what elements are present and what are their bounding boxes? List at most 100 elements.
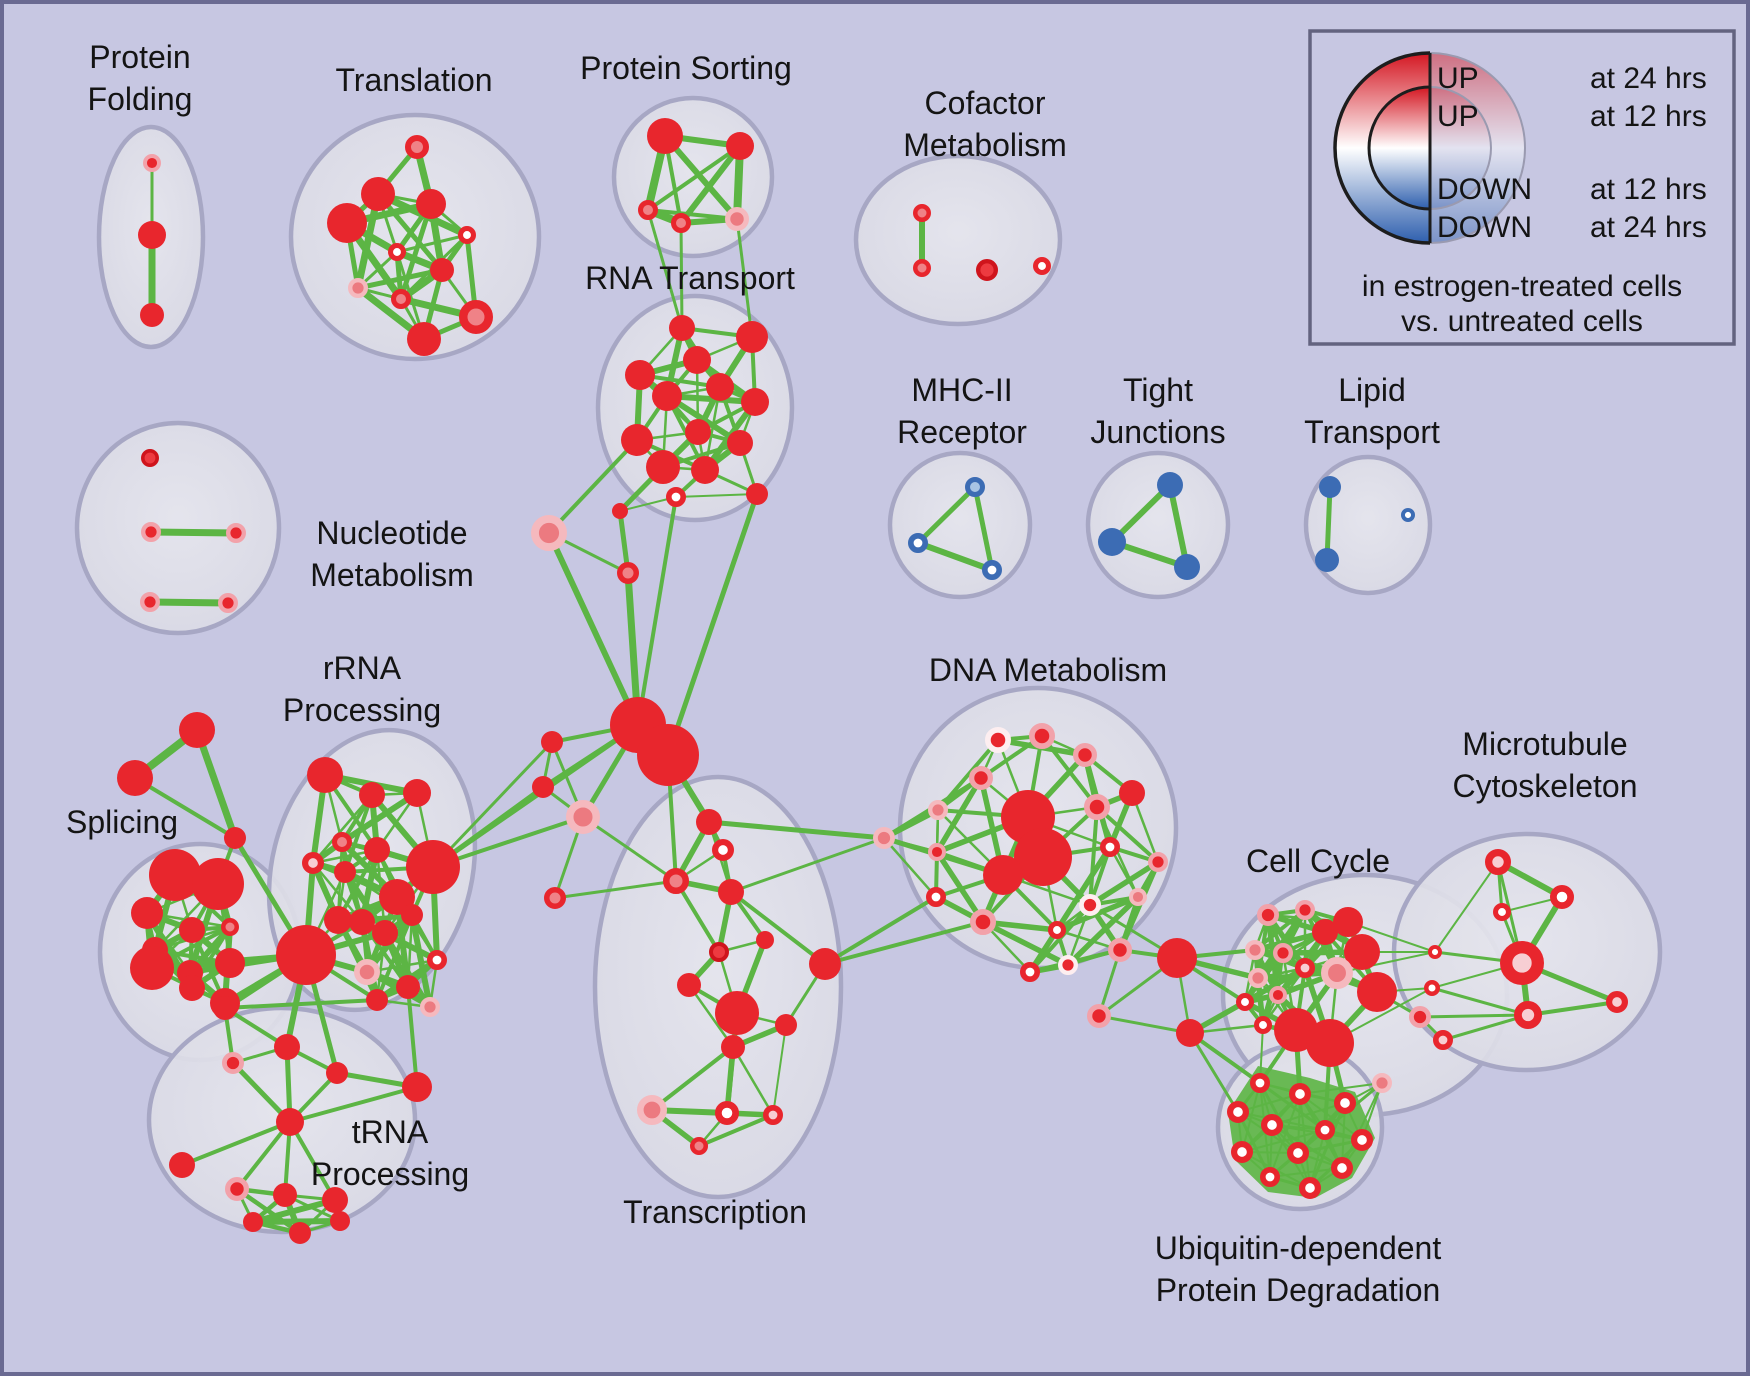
- edge-mt4-mt1: [1434, 861, 1499, 953]
- gene-node-cc2: [1294, 900, 1315, 921]
- gene-node-z10: [718, 879, 744, 905]
- edge-mt6-mt7: [1430, 986, 1530, 1017]
- gene-node-r5: [364, 837, 390, 863]
- gene-node-r11: [349, 909, 375, 935]
- gene-node-d13: [925, 886, 946, 907]
- gene-node-R2: [736, 321, 768, 353]
- gene-node-ps5: [725, 206, 750, 231]
- cluster-label-rrna: Processing: [283, 692, 441, 728]
- edge-translation: [395, 233, 469, 254]
- edge-z17-bt1: [650, 1045, 735, 1112]
- edge-m1-m2: [915, 484, 978, 546]
- gene-node-d19: [1057, 955, 1078, 976]
- edge-protein-sorting: [678, 143, 743, 226]
- gene-node-c12: [330, 1211, 350, 1231]
- gene-node-c10: [243, 1212, 263, 1232]
- gene-node-mid2: [665, 486, 686, 507]
- gene-node-bt1: [636, 1095, 667, 1126]
- gene-node-ccR2: [1357, 972, 1397, 1012]
- gene-node-d18: [1108, 938, 1133, 963]
- gene-node-r12: [372, 920, 398, 946]
- edge-m1-m3: [972, 484, 995, 573]
- gene-node-u10: [1260, 1167, 1281, 1188]
- edge-transcription: [731, 1045, 775, 1117]
- edge-z16-bt3: [772, 1024, 787, 1116]
- edge-ubiquitin: [1271, 1102, 1346, 1126]
- gene-node-u1: [1250, 1073, 1271, 1094]
- edge-dna: [1095, 805, 1160, 864]
- gene-node-z2: [637, 724, 699, 786]
- gene-node-R8: [685, 419, 711, 445]
- gene-node-big: [276, 925, 336, 985]
- gene-node-c2: [221, 1052, 244, 1075]
- edge-dna: [1065, 894, 1141, 968]
- edge-ps4-R1: [679, 221, 684, 330]
- edge-R9-mid4: [547, 438, 639, 535]
- gene-node-t1: [405, 135, 429, 159]
- cluster-label-splicing: Splicing: [66, 804, 178, 840]
- gene-node-cc3: [1312, 919, 1338, 945]
- gene-node-R9: [621, 424, 653, 456]
- gene-node-r17: [366, 989, 388, 1011]
- edge-z6-d8: [706, 819, 887, 841]
- cluster-label-ubiquitin: Ubiquitin-dependent: [1155, 1230, 1442, 1266]
- cluster-labels: Protein Folding Translation Protein Sorting…: [66, 39, 1638, 1308]
- edge-ubiquitin: [1269, 1093, 1301, 1178]
- edge-bz-z10: [729, 890, 827, 966]
- legend-down-12-label: DOWN: [1437, 173, 1532, 206]
- cluster-label-mhc-ii: MHC-II: [911, 372, 1012, 408]
- gene-node-d12: [1147, 852, 1168, 873]
- edge-bz-d14: [823, 920, 985, 966]
- gene-node-t10: [459, 300, 493, 334]
- cluster-label-ubiquitin: Protein Degradation: [1156, 1272, 1441, 1308]
- gene-node-tj1: [1157, 472, 1183, 498]
- cluster-label-protein-folding: Folding: [88, 81, 193, 117]
- edge-b2-u3: [1188, 1031, 1240, 1114]
- gene-node-u6: [1315, 1120, 1336, 1141]
- edge-rrna: [375, 913, 414, 1002]
- gene-node-nu1: [141, 448, 160, 467]
- gene-node-R12: [691, 456, 719, 484]
- gene-node-u4: [1333, 1091, 1356, 1114]
- gene-node-rw: [402, 1072, 432, 1102]
- gene-node-mt5: [1500, 940, 1545, 985]
- edge-rrna: [339, 790, 420, 845]
- edge-mid2-z1: [636, 495, 678, 727]
- legend-down-12-time: at 12 hrs: [1590, 173, 1707, 206]
- gene-node-u7: [1350, 1128, 1373, 1151]
- gene-node-bt3: [762, 1105, 783, 1126]
- edge-trna-clique: [250, 1218, 343, 1225]
- edge-mid2-mid3: [675, 493, 758, 498]
- gene-node-sp3: [131, 897, 163, 929]
- edge-l1-l2: [1324, 484, 1333, 563]
- gene-node-c8: [273, 1183, 297, 1207]
- gene-node-ps1: [647, 118, 683, 154]
- edge-dna: [1088, 805, 1099, 907]
- gene-node-b1: [1157, 938, 1197, 978]
- gene-node-mid3: [746, 483, 768, 505]
- edge-ubiquitin: [1341, 1082, 1383, 1169]
- edge-mid4-z1: [546, 530, 641, 728]
- cluster-label-trna: Processing: [311, 1156, 469, 1192]
- gene-node-cf2: [913, 259, 931, 277]
- gene-node-r3: [403, 779, 431, 807]
- gene-node-m1: [965, 477, 985, 497]
- gene-node-t5: [457, 226, 476, 245]
- edge-mt7-mt9: [1418, 1013, 1530, 1019]
- gene-node-z13: [677, 973, 701, 997]
- cluster-label-nucleotide: Metabolism: [310, 557, 474, 593]
- gene-node-d16: [1048, 921, 1067, 940]
- gene-node-z3: [541, 731, 563, 753]
- edge-tj1-tj3: [1167, 482, 1190, 570]
- edge-ps5-R2: [735, 217, 754, 339]
- legend-down-24-time: at 24 hrs: [1590, 211, 1707, 244]
- gene-node-tj2: [1098, 528, 1126, 556]
- cluster-lipid-transport: [1303, 454, 1433, 596]
- edge-ubiquitin: [1236, 1110, 1272, 1179]
- gene-node-c4: [326, 1062, 348, 1084]
- gene-node-t9: [391, 289, 411, 309]
- gene-node-mid1: [612, 503, 628, 519]
- gene-node-b2: [1176, 1019, 1204, 1047]
- gene-node-cc11: [1236, 993, 1255, 1012]
